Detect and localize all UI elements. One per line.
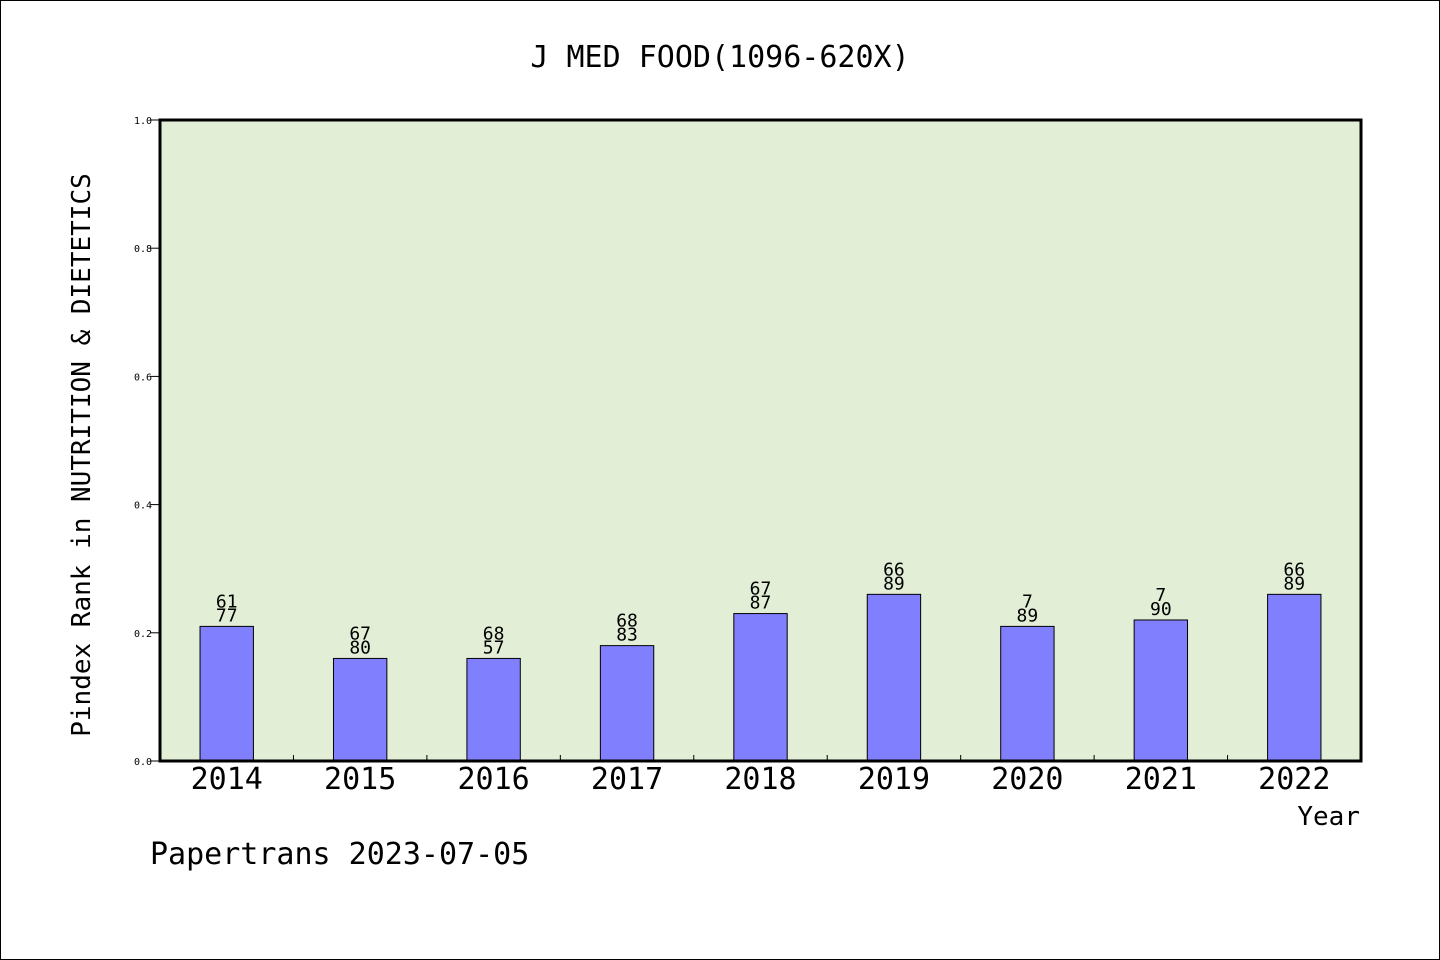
x-tick-label: 2017 — [591, 762, 663, 797]
bar-2021 — [1133, 619, 1189, 762]
bar-label-bottom: 80 — [349, 637, 371, 658]
x-tick-label: 2014 — [191, 762, 263, 797]
bar-label-bottom: 57 — [483, 637, 505, 658]
bar-2022 — [1267, 593, 1322, 762]
x-tick-label: 2019 — [858, 762, 930, 797]
y-tick-label: 0.6 — [134, 372, 152, 383]
bar-label-bottom: 77 — [216, 605, 238, 626]
x-tick-label: 2020 — [991, 762, 1063, 797]
y-axis: 0.0 0.2 0.4 0.6 0.8 1.0 — [134, 116, 160, 768]
x-tick-label: 2021 — [1125, 762, 1197, 797]
bar-label-top: 67 — [349, 623, 371, 644]
chart-title: J MED FOOD(1096-620X) — [530, 40, 909, 75]
bar-2020 — [1000, 625, 1055, 762]
bar-2016 — [466, 657, 521, 762]
x-tick-label: 2016 — [457, 762, 529, 797]
bar-label-bottom: 90 — [1150, 599, 1172, 620]
x-tick-label: 2022 — [1258, 762, 1330, 797]
bar-label-bottom: 87 — [750, 593, 772, 614]
footer-credit: Papertrans 2023-07-05 — [150, 837, 529, 872]
x-axis-label: Year — [1297, 802, 1360, 832]
x-axis: 2014 2015 2016 2017 2018 2019 2020 2021 2022 — [191, 755, 1330, 797]
x-tick-label: 2015 — [324, 762, 396, 797]
bar-label-top: 66 — [883, 559, 905, 580]
y-tick-label: 0.2 — [134, 629, 152, 640]
bar-label-bottom: 89 — [1017, 605, 1039, 626]
bar-2017 — [599, 645, 655, 762]
bar-label-top: 68 — [483, 623, 505, 644]
bar-label-bottom: 83 — [616, 625, 638, 646]
y-tick-label: 0.4 — [134, 501, 152, 512]
bar-label-top: 61 — [216, 591, 238, 612]
bar-2014 — [199, 625, 254, 762]
bar-label-top: 66 — [1283, 559, 1305, 580]
bar-label-top: 7 — [1155, 585, 1166, 606]
y-tick-label: 0.8 — [134, 244, 152, 255]
bar-label-bottom: 89 — [1283, 573, 1305, 594]
y-tick-label: 0.0 — [134, 757, 152, 768]
x-tick-label: 2018 — [724, 762, 796, 797]
bar-2015 — [332, 657, 388, 762]
bar-2019 — [866, 593, 922, 762]
bar-label-top: 68 — [616, 611, 638, 632]
bar-label-top: 67 — [750, 579, 772, 600]
bar-2018 — [733, 613, 788, 762]
bar-label-top: 7 — [1022, 591, 1033, 612]
y-axis-label: Pindex Rank in NUTRITION & DIETETICS — [67, 173, 97, 737]
bar-label-bottom: 89 — [883, 573, 905, 594]
plot-frame — [158, 118, 1363, 763]
y-tick-label: 1.0 — [134, 116, 152, 127]
